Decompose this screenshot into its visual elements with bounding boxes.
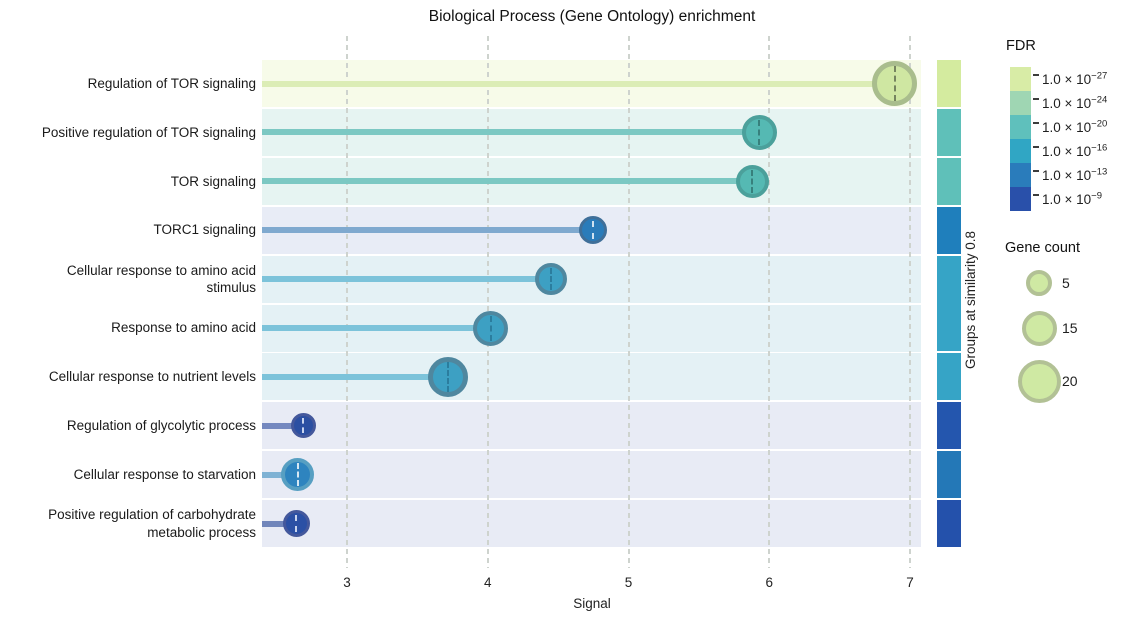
group-bar [937, 451, 961, 499]
x-axis-title: Signal [573, 596, 611, 611]
group-bar [937, 353, 961, 401]
group-bar [937, 206, 961, 254]
x-gridline [768, 36, 771, 568]
dot-center-dash [758, 119, 761, 145]
lollipop-stem [262, 129, 760, 136]
x-tick-label: 5 [624, 575, 633, 590]
fdr-tick-mark [1033, 74, 1039, 76]
x-tick-label: 4 [483, 575, 492, 590]
fdr-tick-mark [1033, 146, 1039, 148]
y-axis-label: Cellular response to nutrient levels [48, 369, 256, 385]
dot-center-dash [296, 463, 299, 487]
gene-count-label: 15 [1062, 320, 1078, 336]
fdr-legend-title: FDR [1006, 38, 1036, 54]
group-bar [937, 108, 961, 156]
lollipop-stem [262, 373, 449, 380]
fdr-label: 1.0 × 10−24 [1033, 91, 1107, 115]
lollipop-stem [262, 422, 304, 429]
fdr-tick-mark [1033, 194, 1039, 196]
y-axis-label: TOR signaling [170, 173, 256, 189]
y-axis-label: Cellular response to amino acid stimulus [66, 262, 256, 296]
fdr-swatch [1010, 139, 1031, 163]
lollipop-stem [262, 276, 552, 283]
gene-count-label: 20 [1062, 373, 1078, 389]
row-band [262, 451, 921, 499]
gene-count-circle [1017, 359, 1061, 403]
fdr-tick-mark [1033, 122, 1039, 124]
y-axis-label: Regulation of TOR signaling [87, 75, 256, 91]
x-gridline [486, 36, 489, 568]
y-axis-label: Positive regulation of carbohydrate metab… [48, 507, 256, 540]
dot-center-dash [302, 418, 305, 434]
fdr-label: 1.0 × 10−9 [1033, 187, 1102, 211]
y-axis-label: TORC1 signaling [153, 222, 256, 238]
group-bar [937, 500, 961, 548]
fdr-label: 1.0 × 10−16 [1033, 139, 1107, 163]
fdr-tick-mark [1033, 170, 1039, 172]
chart-title: Biological Process (Gene Ontology) enric… [428, 8, 756, 25]
fdr-swatch [1010, 163, 1031, 187]
gene-count-label: 5 [1062, 275, 1070, 291]
dot-center-dash [295, 515, 298, 533]
y-axis-label: Positive regulation of TOR signaling [41, 124, 256, 140]
dot-center-dash [489, 315, 492, 341]
lollipop-stem [262, 80, 895, 87]
group-bar [937, 60, 961, 107]
lollipop-stem [262, 520, 297, 527]
fdr-label: 1.0 × 10−20 [1033, 115, 1107, 139]
row-band [262, 500, 921, 548]
dot-center-dash [751, 169, 754, 193]
gene-count-circle [1026, 270, 1052, 296]
y-axis-label: Regulation of glycolytic process [66, 418, 256, 434]
y-axis-label: Response to amino acid [111, 320, 256, 336]
x-tick-label: 3 [343, 575, 351, 590]
x-gridline [627, 36, 630, 568]
group-bar [937, 255, 961, 352]
dot-center-dash [592, 221, 595, 240]
lollipop-stem [262, 178, 753, 185]
dot-center-dash [447, 361, 450, 392]
dot-center-dash [550, 268, 553, 291]
fdr-tick-mark [1033, 98, 1039, 100]
gene-count-legend-title: Gene count [1005, 240, 1080, 256]
dot-center-dash [893, 66, 896, 101]
lollipop-stem [262, 471, 298, 478]
lollipop-stem [262, 325, 491, 331]
group-bar [937, 402, 961, 450]
x-tick-label: 7 [906, 575, 914, 590]
fdr-swatch [1010, 187, 1031, 211]
fdr-label: 1.0 × 10−27 [1033, 67, 1107, 91]
lollipop-stem [262, 227, 594, 234]
group-bar [937, 157, 961, 205]
right-axis-label: Groups at similarity 0.8 [963, 230, 978, 370]
row-band [262, 402, 921, 450]
fdr-swatch [1010, 91, 1031, 115]
y-axis-label: Cellular response to starvation [73, 466, 256, 482]
gene-count-circle [1021, 310, 1057, 346]
fdr-label: 1.0 × 10−13 [1033, 163, 1107, 187]
x-tick-label: 6 [765, 575, 773, 590]
x-gridline [909, 36, 911, 568]
fdr-swatch [1010, 67, 1031, 91]
x-gridline [346, 36, 348, 568]
fdr-swatch [1010, 115, 1031, 139]
